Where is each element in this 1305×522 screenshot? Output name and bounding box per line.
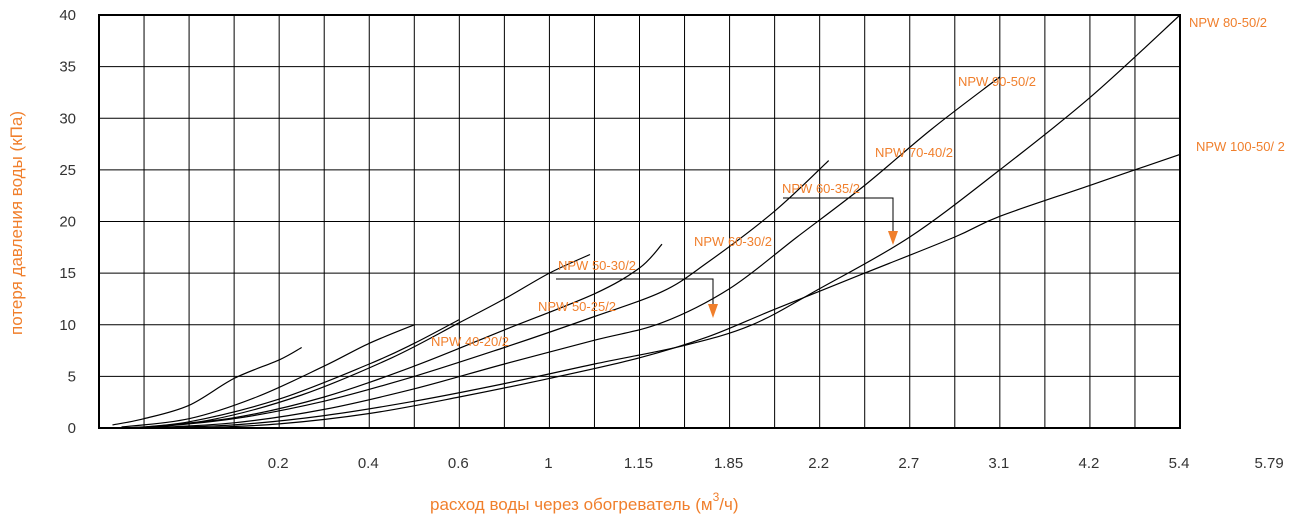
series-line-npw-50-25-2 (121, 324, 415, 428)
curve-label-npw-100-50: NPW 100-50/ 2 (1196, 139, 1285, 154)
x-tick-label: 1 (544, 455, 552, 472)
series-line-npw-90-50-2 (143, 76, 1001, 429)
x-tick-label: 3.1 (988, 455, 1009, 472)
series-line-npw-50-30-2 (125, 319, 460, 429)
y-tick-label: 5 (68, 368, 76, 385)
x-axis-title-superscript: 3 (713, 490, 720, 504)
leader-line-npw-50-30 (556, 278, 714, 309)
curve-label-npw-50-25: NPW 50-25/2 (538, 299, 616, 314)
y-tick-label: 20 (59, 214, 76, 231)
x-tick-label: 2.2 (808, 455, 829, 472)
x-tick-label: 0.4 (358, 455, 379, 472)
arrow-head-npw-60-35 (888, 231, 898, 245)
x-axis-title: расход воды через обогреватель (м3/ч) (430, 490, 739, 514)
x-axis-title-tail: /ч) (719, 495, 738, 514)
y-tick-label: 10 (59, 317, 76, 334)
leader-line-npw-60-35 (783, 197, 894, 236)
x-tick-label: 1.15 (624, 455, 653, 472)
y-tick-label: 15 (59, 265, 76, 282)
y-tick-label: 35 (59, 59, 76, 76)
x-tick-label: 5.79 (1254, 455, 1283, 472)
series-line-npw-80-50-2 (143, 14, 1181, 429)
series-line-npw-40-20-2 (112, 346, 302, 426)
series-line-npw-100-50-2 (198, 153, 1181, 429)
curve-label-npw-90-50: NPW 90-50/2 (958, 74, 1036, 89)
y-tick-label: 30 (59, 110, 76, 127)
y-tick-label: 25 (59, 162, 76, 179)
curve-label-npw-50-30: NPW 50-30/2 (558, 258, 636, 273)
x-tick-label: 0.6 (448, 455, 469, 472)
x-tick-label: 5.4 (1169, 455, 1190, 472)
x-tick-label: 1.85 (714, 455, 743, 472)
series-curves (112, 14, 1181, 429)
x-tick-label: 0.2 (268, 455, 289, 472)
x-tick-label: 2.7 (898, 455, 919, 472)
x-tick-label: 4.2 (1078, 455, 1099, 472)
plot-frame (98, 14, 1181, 429)
x-axis-title-main: расход воды через обогреватель (м (430, 495, 713, 514)
curve-label-npw-40-20: NPW 40-20/2 (431, 334, 509, 349)
arrow-head-npw-50-30 (708, 304, 718, 318)
curve-label-npw-60-35: NPW 60-35/2 (782, 181, 860, 196)
x-tick-labels: 0.2 0.4 0.6 1 1.15 1.85 2.2 2.7 3.1 4.2 5.4 5.79 (268, 455, 1284, 472)
curve-label-npw-70-40: NPW 70-40/2 (875, 145, 953, 160)
curve-label-npw-80-50: NPW 80-50/2 (1189, 15, 1267, 30)
y-tick-label: 40 (59, 7, 76, 24)
y-tick-labels: 0 5 10 15 20 25 30 35 40 (59, 7, 76, 437)
series-line-npw-60-30-2 (134, 253, 591, 429)
series-line-npw-60-35-2 (134, 243, 663, 429)
y-axis-title: потеря давления воды (кПа) (7, 111, 26, 335)
curve-label-npw-60-30: NPW 60-30/2 (694, 234, 772, 249)
grid (98, 14, 1181, 429)
series-line-npw-70-40-2 (143, 160, 830, 429)
y-tick-label: 0 (68, 420, 76, 437)
annotations: NPW 80-50/2 NPW 90-50/2 NPW 100-50/ 2 NP… (431, 15, 1285, 349)
